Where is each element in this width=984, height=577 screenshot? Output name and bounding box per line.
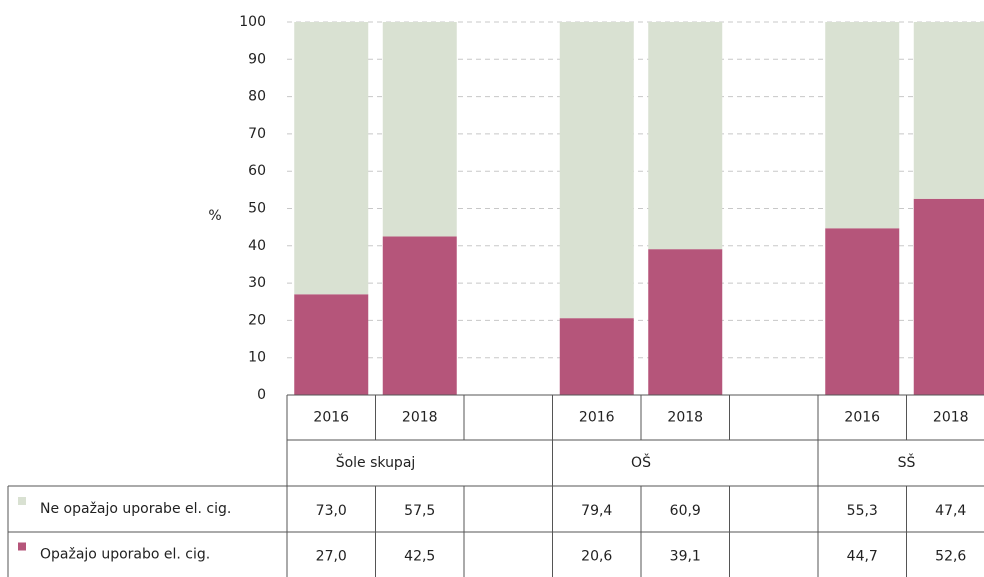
bar [294, 22, 369, 295]
y-tick-label: 10 [248, 350, 266, 366]
data-label: 44,7 [847, 549, 878, 565]
bar [825, 228, 900, 395]
bar [825, 22, 900, 229]
bar [382, 22, 457, 237]
bar [559, 318, 634, 395]
data-label: 42,5 [404, 549, 435, 565]
data-label: 57,5 [404, 503, 435, 519]
x-tick-label: 2016 [313, 410, 349, 426]
x-tick-label: 2016 [844, 410, 880, 426]
y-tick-label: 80 [248, 89, 266, 105]
legend-label: Opažajo uporabo el. cig. [40, 547, 210, 563]
bar [559, 22, 634, 319]
y-tick-label: 70 [248, 126, 266, 142]
x-tick-label: 2018 [402, 410, 438, 426]
legend-swatch [18, 497, 26, 505]
bar [913, 22, 984, 199]
data-label: 39,1 [670, 549, 701, 565]
group-label: Šole skupaj [336, 453, 416, 471]
data-label: 27,0 [316, 549, 347, 565]
data-label: 20,6 [581, 549, 612, 565]
y-tick-label: 20 [248, 312, 266, 328]
data-label: 55,3 [847, 503, 878, 519]
data-label: 73,0 [316, 503, 347, 519]
legend-swatch [18, 542, 26, 551]
x-tick-label: 2018 [667, 410, 703, 426]
y-tick-label: 40 [248, 238, 266, 254]
y-tick-label: 50 [248, 201, 266, 217]
data-label: 52,6 [935, 549, 966, 565]
x-tick-label: 2016 [579, 410, 615, 426]
y-tick-label: 90 [248, 51, 266, 67]
y-tick-label: 60 [248, 163, 266, 179]
bar [648, 22, 723, 250]
data-label: 47,4 [935, 503, 966, 519]
group-label: SŠ [898, 453, 916, 471]
bar [382, 236, 457, 395]
data-label: 60,9 [670, 503, 701, 519]
y-axis-label: % [208, 208, 221, 224]
data-label: 79,4 [581, 503, 612, 519]
bar [913, 198, 984, 395]
bar [648, 249, 723, 395]
legend-label: Ne opažajo uporabe el. cig. [40, 501, 231, 517]
bar [294, 294, 369, 395]
y-tick-label: 30 [248, 275, 266, 291]
y-tick-label: 100 [239, 14, 266, 30]
y-tick-label: 0 [257, 387, 266, 403]
x-tick-label: 2018 [933, 410, 969, 426]
group-label: OŠ [631, 453, 651, 471]
